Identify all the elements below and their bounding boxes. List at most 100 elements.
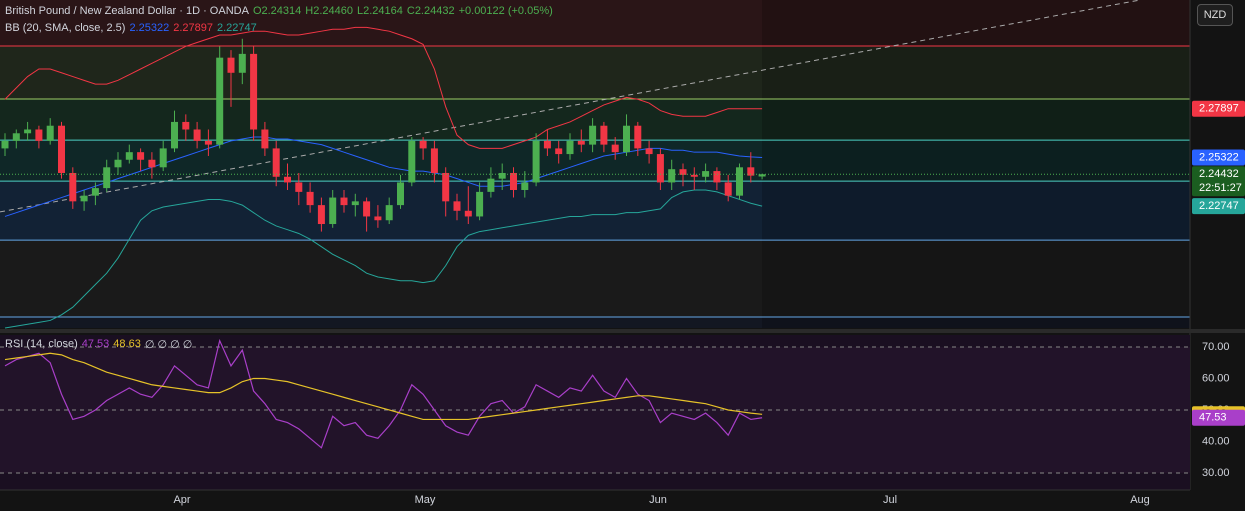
candle-body bbox=[193, 129, 201, 141]
candle-body bbox=[80, 195, 88, 202]
candle-body bbox=[543, 140, 551, 149]
zone bbox=[0, 240, 1190, 318]
candle-body bbox=[227, 57, 235, 73]
x-tick-label: May bbox=[415, 494, 436, 506]
x-tick-label: Jul bbox=[883, 494, 897, 506]
candle-body bbox=[521, 182, 529, 190]
candle-body bbox=[498, 172, 506, 179]
candle-body bbox=[679, 169, 687, 175]
candle-body bbox=[566, 140, 574, 155]
candle-body bbox=[103, 167, 111, 189]
ohlc-high: H2.24460 bbox=[305, 5, 353, 17]
trend-line bbox=[0, 0, 1141, 213]
rsi-ma-value: 48.63 bbox=[113, 338, 141, 350]
candle-body bbox=[747, 167, 755, 176]
candle-body bbox=[306, 191, 314, 206]
zone bbox=[0, 181, 1190, 241]
candle-body bbox=[35, 129, 43, 141]
candle-body bbox=[159, 148, 167, 168]
candle-body bbox=[351, 201, 359, 206]
x-tick-label: Jun bbox=[649, 494, 667, 506]
candle-body bbox=[114, 159, 122, 168]
candle-body bbox=[46, 125, 54, 141]
candle-body bbox=[713, 171, 721, 183]
candle-body bbox=[690, 174, 698, 177]
candle-body bbox=[634, 125, 642, 149]
rsi-badge: 47.53 bbox=[1199, 412, 1227, 424]
rsi-legend: RSI (14, close) 47.53 48.63 ∅ ∅ ∅ ∅ bbox=[5, 338, 192, 351]
candle-body bbox=[385, 205, 393, 221]
candle-body bbox=[442, 172, 450, 202]
bb-basis: 2.25322 bbox=[129, 22, 170, 34]
candle-body bbox=[250, 53, 258, 130]
candle-body bbox=[125, 152, 133, 160]
ohlc-low: L2.24164 bbox=[356, 5, 403, 17]
bb-line bbox=[4, 136, 763, 217]
ohlc-open: O2.24314 bbox=[252, 5, 302, 17]
candle-body bbox=[476, 191, 484, 217]
rsi-tick-label: 30.00 bbox=[1202, 467, 1230, 479]
rsi-title: RSI (14, close) bbox=[5, 338, 78, 350]
candle-body bbox=[510, 172, 517, 190]
candle-body bbox=[600, 125, 608, 145]
candle-body bbox=[374, 216, 382, 221]
symbol-title: British Pound / New Zealand Dollar · 1D … bbox=[5, 5, 249, 17]
candle-body bbox=[656, 154, 664, 183]
candle-body bbox=[272, 148, 280, 177]
price-legend: British Pound / New Zealand Dollar · 1D … bbox=[5, 5, 553, 17]
candle-body bbox=[329, 197, 337, 225]
bb-lower-badge: 2.22747 bbox=[1199, 200, 1239, 212]
candle-body bbox=[589, 125, 597, 145]
rsi-line bbox=[4, 352, 763, 421]
candle-body bbox=[464, 210, 472, 217]
axis-bg bbox=[1190, 0, 1245, 511]
candle-body bbox=[758, 174, 766, 177]
candle-body bbox=[12, 133, 20, 141]
candle-body bbox=[1, 140, 9, 149]
candle-body bbox=[204, 140, 212, 145]
rsi-tick-label: 40.00 bbox=[1202, 435, 1230, 447]
candle-body bbox=[577, 140, 585, 145]
candle-body bbox=[419, 140, 427, 149]
candle-body bbox=[397, 182, 404, 206]
candle-body bbox=[623, 125, 630, 153]
candle-body bbox=[284, 176, 291, 183]
rsi-badge-bg bbox=[1192, 409, 1245, 426]
bb-legend: BB (20, SMA, close, 2.5) 2.25322 2.27897… bbox=[5, 22, 257, 34]
future-shade bbox=[762, 0, 1190, 328]
zone bbox=[0, 0, 1190, 46]
candle-body bbox=[668, 169, 676, 183]
bb-lower-badge-bg bbox=[1192, 198, 1245, 215]
candle-body bbox=[555, 148, 563, 155]
bb-basis-badge: 2.25322 bbox=[1199, 151, 1239, 163]
candle-body bbox=[408, 140, 416, 183]
candle-body bbox=[91, 188, 99, 196]
candle-body bbox=[137, 152, 145, 160]
rsi-value: 47.53 bbox=[81, 338, 110, 350]
bb-upper-badge-bg bbox=[1192, 100, 1245, 117]
currency-button[interactable]: NZD bbox=[1197, 4, 1233, 26]
candle-body bbox=[216, 57, 224, 145]
candle-body bbox=[182, 121, 190, 130]
zone bbox=[0, 45, 1190, 100]
candle-body bbox=[453, 201, 461, 211]
candle-body bbox=[317, 205, 325, 225]
bb-line bbox=[4, 189, 763, 329]
candle-body bbox=[645, 148, 653, 155]
bb-title: BB (20, SMA, close, 2.5) bbox=[5, 22, 126, 34]
candle-body bbox=[487, 178, 495, 192]
rsi-line bbox=[4, 338, 763, 449]
candle-body bbox=[261, 129, 269, 149]
last-price-badge-bg bbox=[1192, 166, 1245, 197]
bb-line bbox=[4, 26, 763, 149]
candle-body bbox=[430, 148, 438, 173]
bb-upper: 2.27897 bbox=[173, 22, 213, 34]
x-tick-label: Apr bbox=[173, 494, 190, 506]
candle-body bbox=[238, 53, 246, 73]
candle-body bbox=[295, 182, 303, 192]
candle-body bbox=[363, 201, 371, 217]
rsi-extra: ∅ ∅ ∅ ∅ bbox=[144, 339, 193, 351]
candle-body bbox=[58, 125, 65, 173]
